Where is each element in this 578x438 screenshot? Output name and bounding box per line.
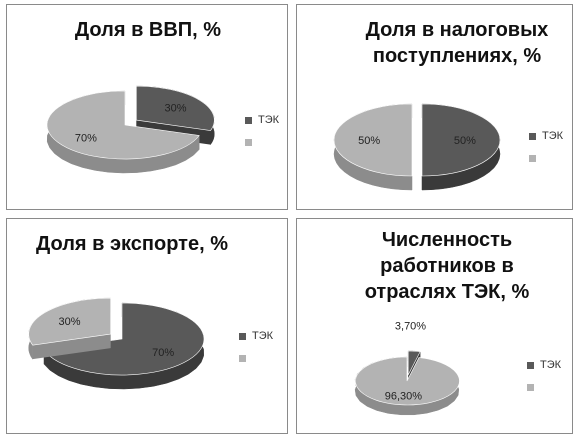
chart-title: Численность работников в отраслях ТЭК, %	[327, 227, 567, 305]
legend-item-other	[529, 147, 563, 169]
legend-item-tek: ТЭК	[245, 109, 279, 131]
legend: ТЭК	[529, 125, 563, 169]
data-label: 70%	[75, 132, 97, 144]
legend-swatch-light	[239, 354, 246, 362]
data-label: 70%	[152, 347, 174, 359]
pie-slice-top	[28, 297, 112, 346]
pie-slice-1: 96,30%	[354, 356, 460, 416]
legend-swatch-light	[245, 138, 252, 146]
legend: ТЭК	[527, 354, 561, 398]
chart-panel-workers: Численность работников в отраслях ТЭК, %…	[296, 218, 573, 434]
legend-swatch-light	[527, 383, 534, 391]
chart-title-line: работников в	[380, 255, 514, 277]
legend-item-other	[239, 347, 273, 369]
data-label: 50%	[454, 135, 476, 147]
chart-title-line: Доля в налоговых	[365, 19, 549, 41]
pie-slice-1: 50%	[333, 103, 413, 191]
legend-swatch-dark	[239, 332, 246, 340]
legend-swatch-dark	[245, 116, 252, 124]
pie-chart-workers: 3,70% 96,30%	[354, 321, 460, 416]
legend-label: ТЭК	[258, 114, 280, 126]
chart-title-line: Численность	[381, 229, 513, 251]
legend-item-tek: ТЭК	[529, 125, 563, 147]
pie-slice-face	[32, 334, 111, 360]
pie-slice-top	[421, 103, 501, 177]
legend-label: ТЭК	[542, 130, 564, 142]
chart-title: Доля в налоговых поступлениях, %	[347, 17, 567, 69]
pie-slice-top	[43, 302, 205, 376]
chart-panel-tax: Доля в налоговых поступлениях, % 50% 50% …	[296, 4, 573, 210]
pie-chart-tax: 50% 50%	[333, 103, 501, 191]
pie-slice-top	[135, 85, 215, 131]
legend: ТЭК	[245, 109, 279, 153]
data-label: 30%	[58, 316, 80, 328]
legend-item-other	[245, 131, 279, 153]
legend-swatch-dark	[527, 361, 534, 369]
legend-label: ТЭК	[540, 359, 562, 371]
pie-chart-export: 70% 30%	[28, 297, 205, 390]
chart-panel-export: Доля в экспорте, % 70% 30% ТЭК	[6, 218, 288, 434]
chart-title-line: поступлениях, %	[372, 45, 542, 67]
pie-slice-top	[46, 90, 200, 160]
pie-slice-1: 70%	[46, 90, 200, 174]
legend-label: ТЭК	[252, 330, 274, 342]
chart-panel-gdp: Доля в ВВП, % 30% 70% ТЭК	[6, 4, 288, 210]
pie-slice-1: 30%	[28, 297, 112, 361]
data-label: 96,30%	[385, 390, 423, 402]
pie-slice-top	[333, 103, 413, 177]
legend: ТЭК	[239, 325, 273, 369]
chart-title: Доля в ВВП, %	[74, 19, 222, 41]
legend-item-tek: ТЭК	[239, 325, 273, 347]
legend-swatch-dark	[529, 132, 536, 140]
chart-title-line: отраслях ТЭК, %	[364, 281, 530, 303]
pie-slice-top	[407, 350, 421, 376]
legend-item-tek: ТЭК	[527, 354, 561, 376]
legend-item-other	[527, 376, 561, 398]
data-label: 30%	[164, 103, 186, 115]
pie-slice-top	[355, 356, 460, 406]
pie-slice-0: 50%	[421, 103, 501, 191]
data-label: 50%	[358, 135, 380, 147]
data-label: 3,70%	[395, 321, 426, 333]
pie-chart-gdp: 30% 70%	[46, 85, 215, 174]
legend-swatch-light	[529, 154, 536, 162]
chart-title: Доля в экспорте, %	[36, 233, 228, 255]
